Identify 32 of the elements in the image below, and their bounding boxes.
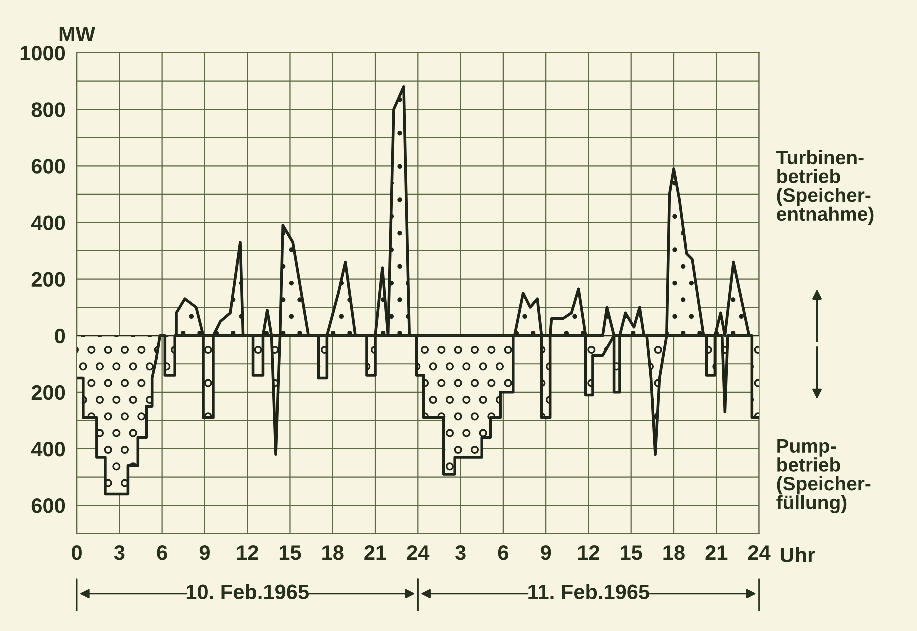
- x-tick-label: 3: [455, 545, 466, 560]
- y-tick-label: 400: [31, 442, 66, 457]
- x-tick-label: 24: [748, 545, 771, 560]
- y-tick-label: 400: [31, 216, 66, 230]
- x-tick-label: 15: [621, 546, 642, 560]
- x-tick-label: 9: [541, 545, 552, 560]
- x-tick-label: 9: [200, 545, 210, 560]
- y-tick-label: 0: [55, 328, 66, 344]
- y-tick-label: 1000: [20, 46, 66, 61]
- x-tick-label: 18: [322, 545, 344, 560]
- y-tick-label: 800: [32, 102, 66, 118]
- y-axis-title: MW: [60, 27, 96, 42]
- x-tick-label: 12: [578, 545, 600, 560]
- text: 10. Feb.1965: [186, 584, 309, 600]
- x-tick-label: 24: [407, 545, 430, 560]
- x-tick-label: 3: [114, 545, 125, 560]
- x-tick-label: 18: [664, 545, 685, 560]
- x-tick-label: 15: [280, 546, 302, 560]
- x-tick-label: 0: [72, 545, 82, 560]
- x-tick-label: 6: [157, 545, 168, 560]
- y-tick-label: 200: [32, 272, 66, 288]
- text: Turbinen- betrieb (Speicher- entnahme): [776, 150, 874, 225]
- x-tick-label: 21: [706, 545, 728, 560]
- y-tick-label: 600: [32, 498, 66, 514]
- y-tick-label: 600: [32, 159, 66, 174]
- x-tick-label: 21: [364, 545, 387, 560]
- x-tick-label: 12: [237, 545, 258, 560]
- series-label: Pump- betrieb (Speicher- füllung): [776, 439, 871, 514]
- text: 11. Feb.1965: [528, 584, 650, 600]
- x-axis-title: Uhr: [780, 547, 816, 562]
- x-tick-label: 6: [498, 545, 508, 560]
- y-tick-label: 200: [32, 385, 66, 400]
